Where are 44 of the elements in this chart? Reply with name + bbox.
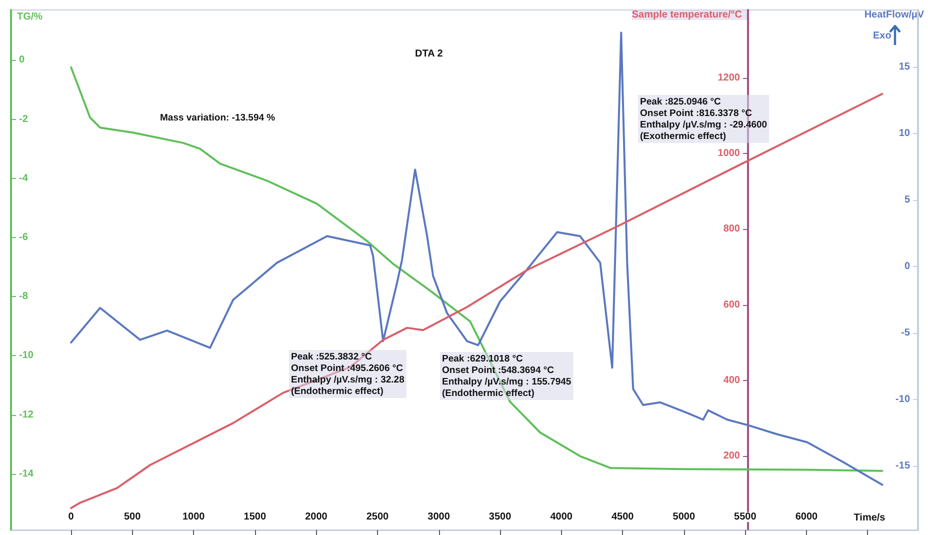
annotation: Mass variation: -13.594 % xyxy=(160,112,276,124)
annotation: Peak :629.1018 °C Onset Point :548.3694 °C Enthalpy /µV.s/mg : 155.7945 (Endothermic effect) xyxy=(442,353,572,399)
text: DTA 2 xyxy=(415,48,444,60)
y-axis-title: TG/% xyxy=(17,12,43,22)
y2-tick-label: -10 xyxy=(896,394,910,406)
x-tick-label: 1500 xyxy=(244,512,266,522)
y-tick-label: 0 xyxy=(19,54,25,66)
y2-tick-label: 10 xyxy=(898,128,910,140)
y3-tick-label: 800 xyxy=(723,224,740,235)
x-tick-label: 4500 xyxy=(611,512,634,522)
y3-tick-label: 200 xyxy=(723,450,740,462)
y3-tick-label: 1200 xyxy=(718,72,740,84)
y3-tick-label: 600 xyxy=(723,299,740,310)
y2-tick-label: 0 xyxy=(904,261,910,272)
x-axis-title: Time/s xyxy=(854,512,886,524)
y2-tick-label: 15 xyxy=(898,62,910,73)
x-tick-label: 4000 xyxy=(550,512,573,522)
y2-tick-label: -15 xyxy=(896,460,910,472)
x-tick-label: 0 xyxy=(68,512,74,522)
x-tick-label: 3500 xyxy=(488,512,512,522)
x-tick-label: 6000 xyxy=(795,512,818,522)
x-tick-label: 1000 xyxy=(182,512,206,522)
y3-tick-label: 400 xyxy=(723,374,740,386)
x-tick-label: 5500 xyxy=(734,512,757,522)
y-tick-label: -14 xyxy=(19,468,34,480)
y2-tick-label: 5 xyxy=(904,194,910,206)
x-tick-label: 2500 xyxy=(366,512,390,522)
y-tick-label: -6 xyxy=(19,232,28,243)
y3-axis-title: Sample temperature/°C xyxy=(632,10,742,20)
y2-axis-title: HeatFlow/µV xyxy=(864,10,924,20)
y-tick-label: -10 xyxy=(19,350,34,362)
y3-tick-label: 1000 xyxy=(718,148,740,160)
y-tick-label: -2 xyxy=(19,114,28,125)
y-tick-label: -12 xyxy=(19,409,34,420)
annotation: Peak :825.0946 °C Onset Point :816.3378 °C Enthalpy /µV.s/mg : -29.4600 (Exothermic effect) xyxy=(640,96,768,142)
x-tick-label: 3000 xyxy=(428,512,450,522)
annotation: Exo xyxy=(873,30,892,42)
x-tick-label: 2000 xyxy=(305,512,328,522)
annotation: Peak :525.3832 °C Onset Point :495.2606 °C Enthalpy /µV.s/mg : 32.28 (Endothermic effect) xyxy=(291,351,404,397)
y-tick-label: -8 xyxy=(19,291,28,302)
x-tick-label: 5000 xyxy=(672,512,696,522)
y-tick-label: -4 xyxy=(19,172,28,184)
x-tick-label: 500 xyxy=(124,512,142,522)
y2-tick-label: -5 xyxy=(901,328,910,339)
